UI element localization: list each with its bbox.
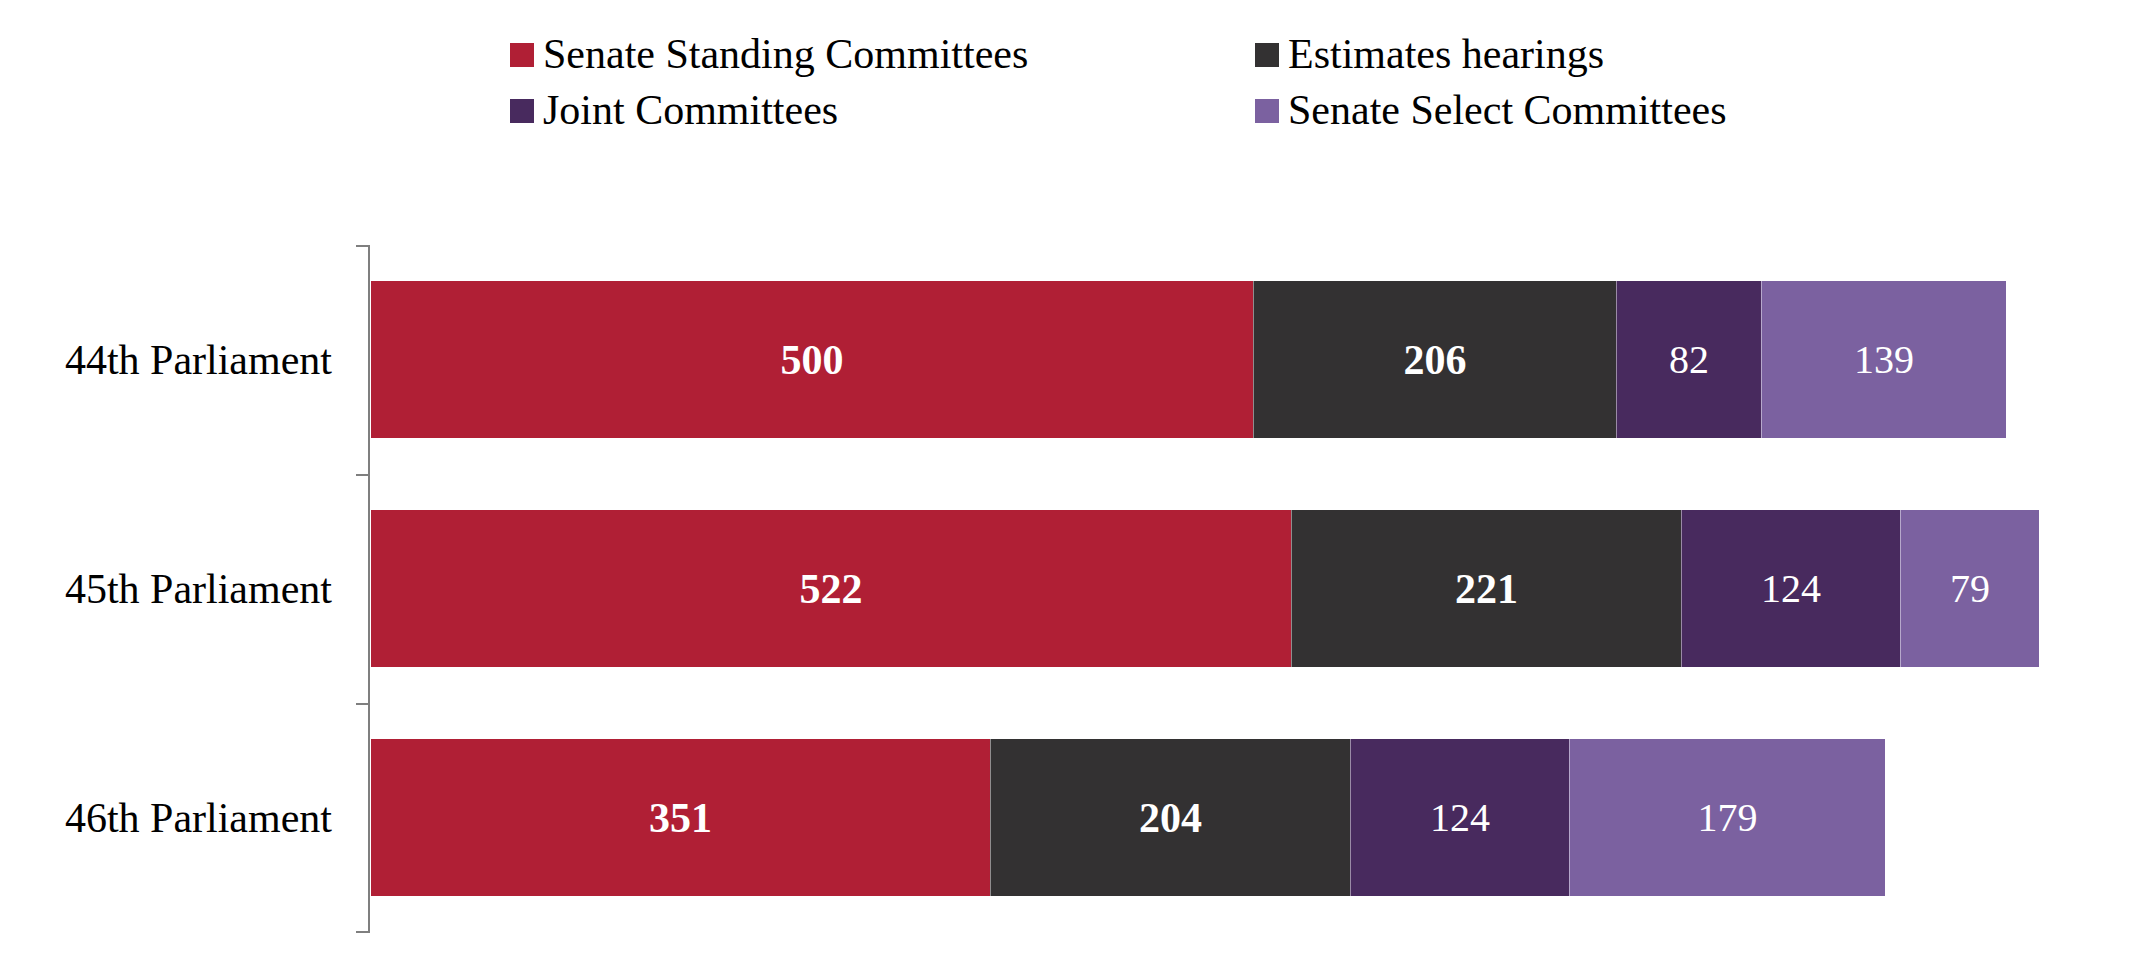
legend-marker-square xyxy=(510,43,534,67)
bar-segment: 500 xyxy=(371,281,1253,438)
bar-value-label: 124 xyxy=(1761,569,1821,609)
bar-value-label: 79 xyxy=(1950,569,1990,609)
legend-item-senate-standing-committees: Senate Standing Committees xyxy=(510,26,1028,82)
legend-marker-square xyxy=(1255,43,1279,67)
category-axis-line xyxy=(368,245,370,933)
bar-value-label: 82 xyxy=(1669,340,1709,380)
legend-marker-square xyxy=(510,99,534,123)
bar-value-label: 500 xyxy=(781,339,844,381)
bar-row: 351 204 124 179 xyxy=(371,739,1885,896)
bar-segment: 139 xyxy=(1761,281,2006,438)
category-label-45th-parliament: 45th Parliament xyxy=(0,474,332,703)
bar-value-label: 204 xyxy=(1139,797,1202,839)
legend-item-joint-committees: Joint Committees xyxy=(510,82,838,138)
bar-segment: 82 xyxy=(1616,281,1761,438)
category-label-44th-parliament: 44th Parliament xyxy=(0,245,332,474)
axis-tick xyxy=(356,474,368,476)
category-label-46th-parliament: 46th Parliament xyxy=(0,703,332,932)
bar-segment: 522 xyxy=(371,510,1291,667)
bar-segment: 124 xyxy=(1681,510,1900,667)
bar-segment: 351 xyxy=(371,739,990,896)
legend-label: Senate Select Committees xyxy=(1288,89,1727,131)
bar-value-label: 179 xyxy=(1698,798,1758,838)
axis-tick xyxy=(356,703,368,705)
bar-row: 522 221 124 79 xyxy=(371,510,2039,667)
bar-segment: 221 xyxy=(1291,510,1681,667)
legend-item-estimates-hearings: Estimates hearings xyxy=(1255,26,1604,82)
bar-segment: 204 xyxy=(990,739,1350,896)
bar-value-label: 221 xyxy=(1455,568,1518,610)
legend-label: Senate Standing Committees xyxy=(543,33,1028,75)
legend-marker-square xyxy=(1255,99,1279,123)
bar-segment: 206 xyxy=(1253,281,1616,438)
bar-row: 500 206 82 139 xyxy=(371,281,2006,438)
legend-item-senate-select-committees: Senate Select Committees xyxy=(1255,82,1727,138)
axis-tick xyxy=(356,931,368,933)
stacked-bar-chart: Senate Standing Committees Estimates hea… xyxy=(0,0,2133,976)
bar-segment: 124 xyxy=(1350,739,1569,896)
bar-value-label: 522 xyxy=(800,568,863,610)
bar-value-label: 206 xyxy=(1404,339,1467,381)
bar-value-label: 351 xyxy=(649,797,712,839)
legend-label: Estimates hearings xyxy=(1288,33,1604,75)
bar-value-label: 139 xyxy=(1854,340,1914,380)
legend-label: Joint Committees xyxy=(543,89,838,131)
bar-segment: 79 xyxy=(1900,510,2039,667)
bar-value-label: 124 xyxy=(1430,798,1490,838)
axis-tick xyxy=(356,245,368,247)
bar-segment: 179 xyxy=(1569,739,1885,896)
